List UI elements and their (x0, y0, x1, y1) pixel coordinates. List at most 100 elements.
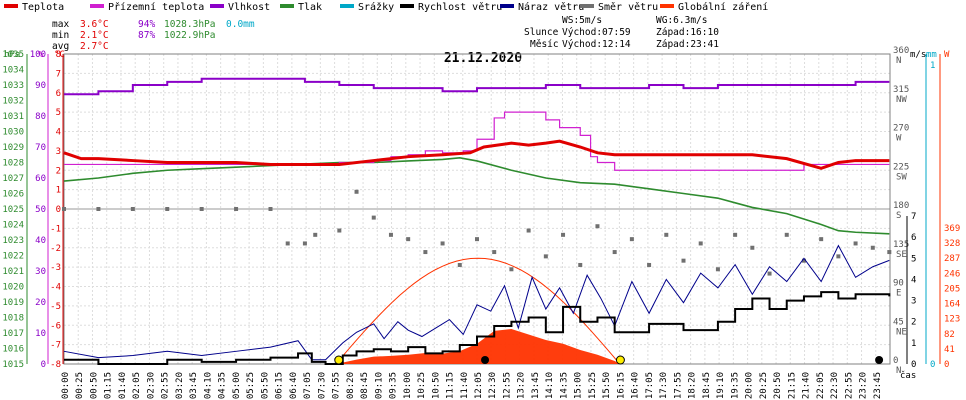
axis-dir-tick: 225 (893, 162, 909, 172)
point-smer-vetru (801, 258, 806, 263)
x-tick-label: 00:25 (75, 372, 85, 399)
x-tick-label: 23:20 (859, 372, 869, 399)
point-smer-vetru (853, 241, 858, 246)
legend-label-rychlost-vetru: Rychlost větru (418, 1, 502, 13)
axis-degc-tick: -7 (50, 341, 61, 351)
point-smer-vetru (561, 232, 566, 237)
axis-degc-tick: 0 (56, 205, 61, 215)
axis-hpa-tick: 1027 (2, 174, 24, 184)
point-smer-vetru (406, 237, 411, 242)
legend-swatch-prizemni-teplota (90, 4, 104, 8)
sunrise-marker (334, 355, 344, 365)
stat-max-rain: 0.0mm (226, 19, 255, 30)
point-smer-vetru (509, 267, 514, 272)
x-tick-label: 11:15 (446, 372, 456, 399)
axis-w-tick: 41 (944, 345, 955, 355)
x-tick-label: 05:50 (260, 372, 270, 399)
axis-ms-tick: 5 (911, 254, 916, 264)
x-tick-label: 14:10 (545, 372, 555, 399)
point-smer-vetru (784, 232, 789, 237)
legend-label-tlak: Tlak (298, 2, 322, 13)
x-tick-label: 03:20 (175, 372, 185, 399)
axis-dir-compass: N (896, 366, 901, 376)
axis-degc-tick: -8 (50, 360, 61, 370)
axis-dir-compass: N (896, 56, 901, 66)
axis-ms-unit: m/s (910, 50, 926, 60)
axis-ms-tick: 3 (911, 297, 916, 307)
axis-degc-tick: -3 (50, 263, 61, 273)
plot-area (62, 77, 892, 365)
axis-ms-tick: 4 (911, 275, 916, 285)
x-tick-label: 15:00 (574, 372, 584, 399)
x-tick-label: 13:45 (531, 372, 541, 399)
point-smer-vetru (715, 267, 720, 272)
x-tick-label: 08:45 (360, 372, 370, 399)
series-vlhkost (64, 77, 890, 96)
axis-pct-tick: 0 (41, 360, 46, 370)
stat-avg-label: avg (52, 41, 69, 52)
chart-stats: max 3.6°C 94% 1028.3hPa 0.0mm min 2.1°C 87% 1022… (52, 15, 719, 52)
point-smer-vetru (371, 215, 376, 220)
x-tick-label: 18:20 (688, 372, 698, 399)
axis-degc-tick: -2 (50, 244, 61, 254)
axis-w-unit: W (944, 50, 950, 60)
axis-degc-tick: -6 (50, 321, 61, 331)
x-tick-label: 22:30 (830, 372, 840, 399)
axis-hpa-tick: 1032 (2, 97, 24, 107)
point-smer-vetru (313, 232, 318, 237)
point-smer-vetru (62, 207, 66, 211)
point-smer-vetru (440, 241, 445, 246)
axis-dir-compass: NW (896, 95, 907, 105)
axis-ms-tick: 2 (911, 318, 916, 328)
point-smer-vetru (457, 262, 462, 267)
x-tick-label: 23:45 (873, 372, 883, 399)
axis-hpa-tick: 1019 (2, 298, 24, 308)
x-tick-label: 17:55 (673, 372, 683, 399)
x-tick-label: 04:35 (218, 372, 228, 399)
sunset-marker (615, 355, 625, 365)
axis-hpa-tick: 1022 (2, 252, 24, 262)
stat-moon-label: Měsíc (530, 39, 559, 50)
axis-dir-compass: E (896, 289, 901, 299)
axis-pct-tick: 20 (35, 298, 46, 308)
stat-min-press: 1022.9hPa (164, 30, 215, 41)
axis-hpa-tick: 1024 (2, 221, 24, 231)
x-tick-label: 15:25 (588, 372, 598, 399)
axis-ms-tick: 7 (911, 212, 916, 222)
x-tick-label: 19:10 (716, 372, 726, 399)
x-tick-label: 15:50 (602, 372, 612, 399)
x-tick-label: 11:40 (460, 372, 470, 399)
axis-pct-tick: 90 (35, 81, 46, 91)
point-smer-vetru (302, 241, 307, 246)
x-tick-label: 02:30 (146, 372, 156, 399)
point-smer-vetru (388, 232, 393, 237)
axis-mm-bottom: 0 (930, 360, 935, 370)
x-axis-label: čas (900, 370, 916, 381)
axis-degc-tick: -1 (50, 224, 61, 234)
axis-w-tick: 82 (944, 330, 955, 340)
point-smer-vetru (234, 207, 239, 211)
legend-swatch-smer-vetru (580, 4, 594, 8)
x-tick-label: 00:00 (61, 372, 71, 399)
x-tick-label: 02:05 (132, 372, 142, 399)
x-tick-label: 22:55 (844, 372, 854, 399)
axis-w-tick: 287 (944, 254, 960, 264)
axis-degc-tick: 7 (56, 69, 61, 79)
stat-min-temp: 2.1°C (80, 30, 109, 41)
series-teplota (63, 139, 890, 170)
axis-w-tick: 123 (944, 315, 960, 325)
point-smer-vetru (887, 250, 892, 255)
point-smer-vetru (595, 224, 600, 229)
legend-swatch-naraz-vetru (500, 4, 514, 8)
axis-pct-tick: 80 (35, 112, 46, 122)
axis-dir-tick: 360 (893, 46, 909, 56)
axis-hpa-tick: 1031 (2, 112, 24, 122)
point-smer-vetru (733, 232, 738, 237)
axis-hpa-tick: 1034 (2, 66, 24, 76)
legend-label-naraz-vetru: Náraz větru (518, 1, 584, 13)
stat-max-label: max (52, 19, 69, 30)
stat-wg: WG:6.3m/s (656, 15, 707, 26)
axis-hpa-tick: 1026 (2, 190, 24, 200)
axis-dir-tick: 270 (893, 124, 909, 134)
axis-pct-tick: 100 (30, 50, 46, 60)
